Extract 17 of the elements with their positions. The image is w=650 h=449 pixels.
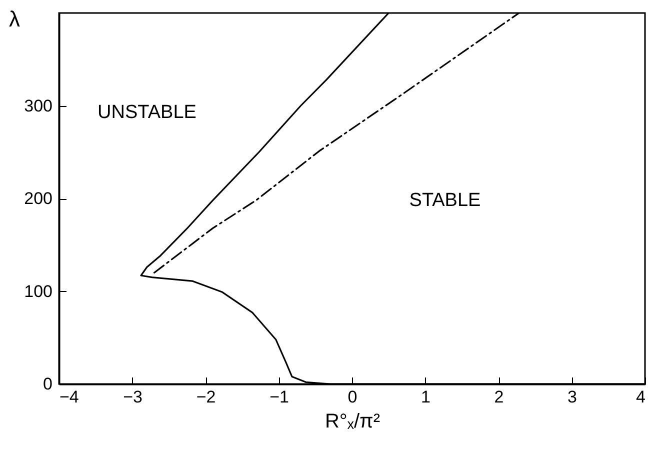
x-axis-title: R°ₓ/π² [324,410,380,432]
y-tick-label: 300 [24,96,52,116]
x-tick-label: 2 [494,388,504,406]
x-tick-label: −4 [60,388,79,406]
y-tick-label: 100 [24,282,52,301]
y-tick-label: 0 [43,374,52,394]
x-tick-label: 3 [568,388,577,406]
x-tick-label: 1 [421,388,430,406]
annotation: UNSTABLE [98,102,196,123]
x-tick-label: 4 [636,388,646,406]
x-tick-label: −1 [270,388,289,406]
y-axis-title: λ [9,6,20,32]
x-tick-label: −2 [196,388,216,406]
x-tick-label: −3 [123,388,142,406]
annotation: STABLE [409,190,481,211]
x-tick-label: 0 [348,388,358,406]
y-tick-label: 200 [24,189,52,208]
